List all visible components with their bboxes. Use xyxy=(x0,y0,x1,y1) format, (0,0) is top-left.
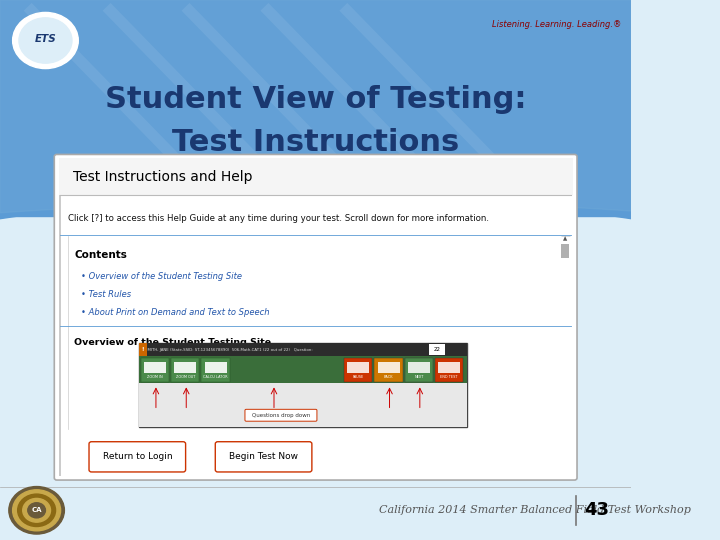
Text: SMITH, JANE (State-SSID: ST-12345678890)  506-Math-CAT1 (22 out of 22)   Questio: SMITH, JANE (State-SSID: ST-12345678890)… xyxy=(145,348,312,352)
Text: PAUSE: PAUSE xyxy=(353,375,364,380)
Circle shape xyxy=(13,12,78,69)
Text: Listening. Learning. Leading.®: Listening. Learning. Leading.® xyxy=(492,21,622,29)
FancyBboxPatch shape xyxy=(54,154,577,480)
Bar xyxy=(0,0,631,216)
Circle shape xyxy=(23,498,50,522)
Text: Contents: Contents xyxy=(74,250,127,260)
Bar xyxy=(139,343,467,356)
Circle shape xyxy=(18,494,55,526)
Polygon shape xyxy=(0,0,631,219)
Bar xyxy=(344,358,372,382)
Bar xyxy=(202,358,230,382)
Text: Test Instructions and Help: Test Instructions and Help xyxy=(73,170,252,184)
Text: Questions drop down: Questions drop down xyxy=(252,413,310,418)
Text: • Test Rules: • Test Rules xyxy=(81,290,131,299)
Bar xyxy=(139,356,467,383)
Bar xyxy=(377,362,400,373)
Bar xyxy=(408,362,430,373)
Bar xyxy=(139,343,467,427)
Text: END TEST: END TEST xyxy=(441,375,458,380)
Text: ZOOM IN: ZOOM IN xyxy=(147,375,163,380)
FancyBboxPatch shape xyxy=(245,409,317,421)
Text: 22: 22 xyxy=(433,347,441,352)
Text: Click [?] to access this Help Guide at any time during your test. Scroll down fo: Click [?] to access this Help Guide at a… xyxy=(68,214,489,223)
Bar xyxy=(405,358,433,382)
Text: 43: 43 xyxy=(584,501,609,519)
FancyBboxPatch shape xyxy=(89,442,186,472)
Bar xyxy=(59,158,61,476)
Text: CALCU LATOR: CALCU LATOR xyxy=(203,375,228,380)
Text: • About Print on Demand and Text to Speech: • About Print on Demand and Text to Spee… xyxy=(81,308,269,316)
Text: California 2014 Smarter Balanced Field Test Workshop: California 2014 Smarter Balanced Field T… xyxy=(379,505,690,515)
Text: ▲: ▲ xyxy=(563,236,567,241)
Bar xyxy=(204,362,227,373)
Bar xyxy=(347,362,369,373)
Bar xyxy=(429,344,445,355)
Bar xyxy=(435,358,464,382)
Text: Overview of the Student Testing Site: Overview of the Student Testing Site xyxy=(74,339,271,347)
Bar xyxy=(139,383,467,427)
Circle shape xyxy=(13,490,60,531)
Text: • Overview of the Student Testing Site: • Overview of the Student Testing Site xyxy=(81,272,242,281)
Text: Begin Test Now: Begin Test Now xyxy=(229,453,298,461)
Text: BACK: BACK xyxy=(384,375,393,380)
FancyBboxPatch shape xyxy=(215,442,312,472)
Bar xyxy=(374,358,402,382)
Bar xyxy=(174,362,197,373)
Bar xyxy=(141,358,169,382)
Bar xyxy=(171,358,199,382)
Text: Student View of Testing:: Student View of Testing: xyxy=(105,85,526,114)
Bar xyxy=(59,158,572,195)
Polygon shape xyxy=(0,0,631,213)
Text: !: ! xyxy=(142,347,144,352)
Bar xyxy=(144,362,166,373)
Circle shape xyxy=(19,18,72,63)
Bar xyxy=(562,244,570,258)
Text: Return to Login: Return to Login xyxy=(102,453,172,461)
Text: Test Instructions: Test Instructions xyxy=(172,127,459,157)
Text: ZOOM OUT: ZOOM OUT xyxy=(176,375,195,380)
Text: ETS: ETS xyxy=(35,34,56,44)
Circle shape xyxy=(9,487,64,534)
Text: NEXT: NEXT xyxy=(414,375,423,380)
Bar xyxy=(438,362,460,373)
Circle shape xyxy=(28,503,45,518)
Bar xyxy=(139,343,147,356)
Text: CA: CA xyxy=(32,507,42,514)
